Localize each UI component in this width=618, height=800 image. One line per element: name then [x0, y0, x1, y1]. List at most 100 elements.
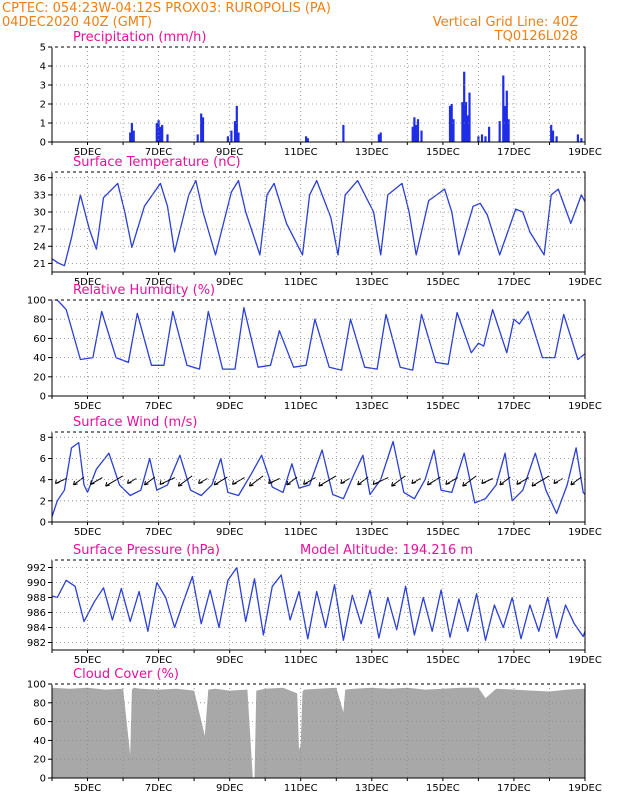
y-tick-label: 988 [27, 593, 46, 604]
wind-arrow [318, 475, 337, 487]
x-tick-label: 5DEC [74, 277, 101, 288]
wind-arrow [427, 476, 441, 486]
wind-arrow [232, 477, 245, 485]
pressure-frame [51, 559, 586, 651]
model-altitude-label: Model Altitude: 194.216 m [300, 543, 473, 558]
x-tick-label: 15DEC [426, 277, 460, 288]
precip-bar [468, 92, 471, 142]
precip-bar [452, 119, 455, 142]
y-tick-label: 992 [27, 563, 46, 574]
y-tick-label: 100 [27, 296, 46, 307]
y-tick-label: 60 [33, 334, 46, 345]
x-tick-label: 11DEC [284, 401, 318, 412]
y-tick-label: 40 [33, 736, 46, 747]
wind-arrow [481, 478, 494, 484]
y-tick-label: 0 [40, 392, 46, 403]
y-tick-label: 40 [33, 353, 46, 364]
precip-bar [166, 134, 169, 142]
y-tick-label: 27 [33, 225, 46, 236]
precip-bar [448, 105, 452, 142]
precip-bar [155, 123, 158, 142]
x-tick-label: 17DEC [497, 401, 531, 412]
wind-arrow [213, 476, 228, 486]
x-tick-label: 15DEC [426, 527, 460, 538]
wind-arrow [89, 477, 103, 485]
precip-bar [237, 132, 240, 142]
wind-arrow [105, 475, 123, 487]
x-tick-label: 11DEC [284, 277, 318, 288]
x-tick-label: 11DEC [284, 655, 318, 666]
y-tick-label: 984 [27, 623, 46, 634]
x-tick-label: 11DEC [284, 147, 318, 158]
precip-bar [484, 136, 487, 142]
wind-arrow [499, 476, 511, 486]
y-tick-label: 3 [40, 81, 46, 92]
x-tick-label: 7DEC [145, 783, 172, 794]
y-tick-label: 80 [33, 698, 46, 709]
y-tick-label: 0 [40, 138, 46, 149]
x-tick-label: 19DEC [568, 527, 602, 538]
x-tick-label: 17DEC [497, 527, 531, 538]
x-tick-label: 7DEC [145, 277, 172, 288]
y-tick-label: 33 [33, 190, 46, 201]
x-tick-label: 13DEC [355, 401, 389, 412]
humidity-title: Relative Humidity (%) [73, 283, 215, 298]
header-date: 04DEC2020 40Z (GMT) [2, 15, 152, 30]
y-tick-label: 8 [40, 433, 46, 444]
x-tick-label: 13DEC [355, 527, 389, 538]
y-tick-label: 21 [33, 259, 46, 270]
precip-bar [411, 126, 414, 142]
x-tick-label: 5DEC [74, 783, 101, 794]
y-tick-label: 2 [40, 100, 46, 111]
x-tick-label: 17DEC [497, 783, 531, 794]
wind-arrow [73, 476, 85, 486]
precip-bar [461, 102, 464, 142]
precip-bar [226, 136, 229, 142]
wind-arrow [411, 478, 421, 484]
precip-bar [306, 138, 309, 142]
x-tick-label: 15DEC [426, 147, 460, 158]
precip-bar [551, 130, 555, 142]
y-tick-label: 990 [27, 578, 46, 589]
temperature-line [51, 179, 586, 267]
precip-bar [235, 105, 238, 142]
precip-bar [550, 124, 553, 142]
wind-arrow [159, 477, 176, 485]
x-tick-label: 13DEC [355, 783, 389, 794]
precip-bar [379, 132, 382, 142]
x-tick-label: 7DEC [145, 401, 172, 412]
y-tick-label: 20 [33, 372, 46, 383]
y-tick-label: 30 [33, 208, 46, 219]
precip-bar [130, 123, 133, 142]
x-tick-label: 13DEC [355, 277, 389, 288]
y-tick-label: 60 [33, 717, 46, 728]
precip-bar [129, 132, 132, 142]
x-tick-label: 5DEC [74, 147, 101, 158]
wind-arrow [286, 476, 298, 486]
y-tick-label: 36 [33, 173, 46, 184]
y-tick-label: 0 [40, 518, 46, 529]
wind-arrow [531, 475, 550, 487]
precip-bar [415, 124, 418, 142]
header-line1: CPTEC: 054:23W-04:12S PROX03: RUROPOLIS … [2, 1, 331, 16]
wind-title: Surface Wind (m/s) [73, 415, 197, 430]
precip-bar [505, 90, 508, 142]
y-tick-label: 0 [40, 774, 46, 785]
x-tick-label: 19DEC [568, 147, 602, 158]
precipitation-title: Precipitation (mm/h) [73, 30, 206, 45]
wind-arrow [144, 476, 156, 486]
precip-bar [377, 134, 380, 142]
x-tick-label: 15DEC [426, 655, 460, 666]
temperature-panel: Surface Temperature (nC) 21 24 27 30 33 36 5DEC… [33, 155, 602, 288]
pressure-panel: Surface Pressure (hPa) Model Altitude: 19… [27, 543, 602, 666]
precip-bar [413, 117, 416, 142]
x-tick-label: 7DEC [145, 655, 172, 666]
wind-arrow [249, 475, 264, 487]
temperature-title: Surface Temperature (nC) [73, 155, 241, 170]
y-tick-label: 6 [40, 454, 46, 465]
precip-bar [450, 104, 453, 142]
precip-bar [230, 130, 233, 142]
precip-bar [159, 126, 162, 142]
x-tick-label: 5DEC [74, 401, 101, 412]
x-tick-label: 9DEC [216, 783, 243, 794]
